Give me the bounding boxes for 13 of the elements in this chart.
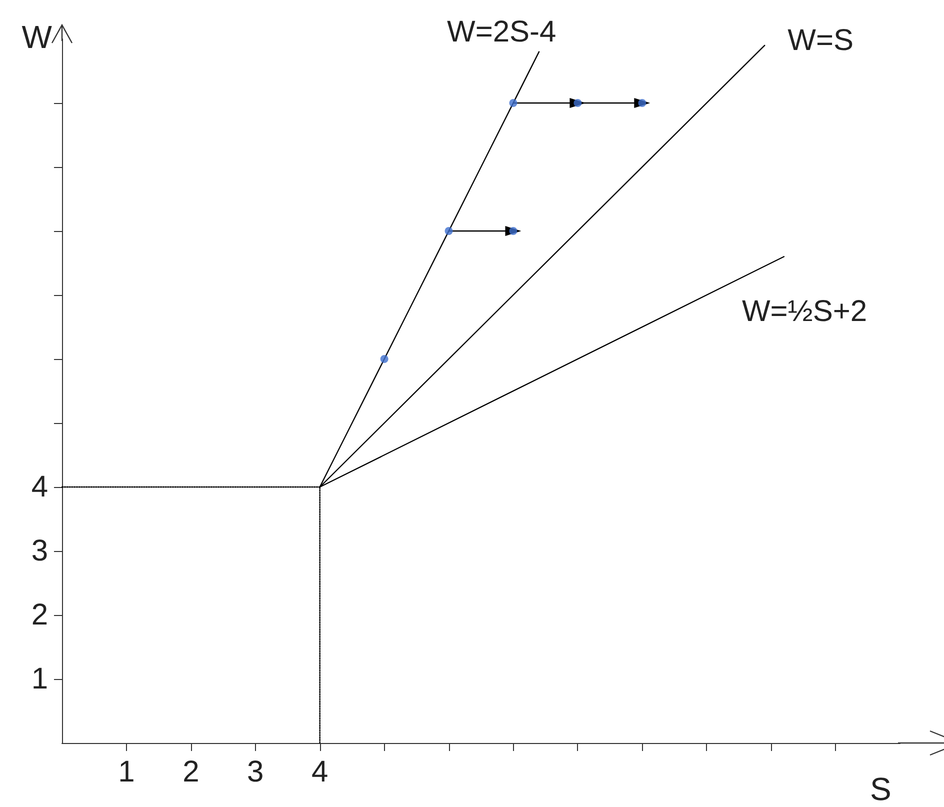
series-label: W=½S+2 <box>742 295 868 328</box>
y-tick-label: 2 <box>31 598 48 632</box>
y-tick-label: 1 <box>31 662 48 696</box>
y-tick-label: 4 <box>31 470 48 504</box>
x-tick-label: 4 <box>312 756 328 788</box>
x-tick-label: 1 <box>118 756 135 788</box>
y-tick-label: 3 <box>31 534 48 568</box>
x-tick-label: 2 <box>182 756 200 788</box>
series-label: W=S <box>788 24 854 57</box>
y-axis-title: W <box>22 19 53 55</box>
x-axis-title: S <box>870 771 892 807</box>
x-tick-label: 3 <box>247 756 264 788</box>
series-label: W=2S-4 <box>447 15 556 48</box>
